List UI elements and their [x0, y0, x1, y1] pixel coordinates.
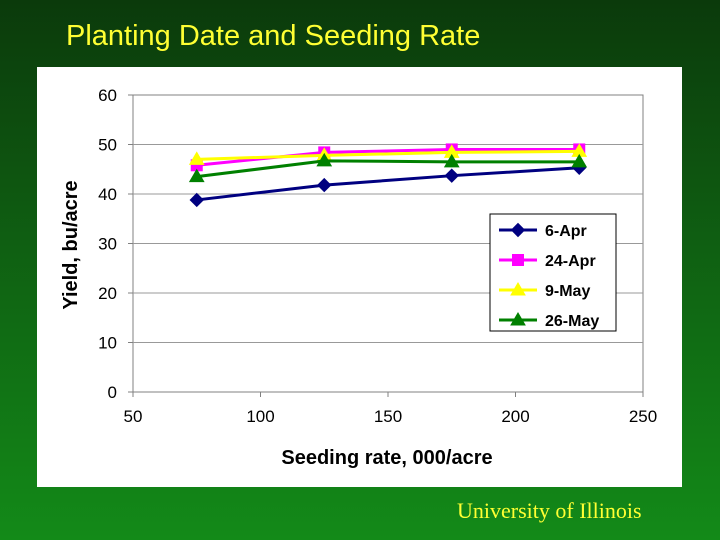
x-tick-label: 50	[124, 407, 143, 426]
y-tick-label: 30	[98, 235, 117, 254]
data-point-6-apr	[317, 177, 332, 193]
data-point-6-apr	[189, 192, 204, 208]
series-26-may	[188, 152, 588, 183]
y-tick-label: 40	[98, 185, 117, 204]
x-tick-label: 150	[374, 407, 402, 426]
series-line-26-may	[196, 159, 580, 179]
y-axis-title: Yield, bu/acre	[60, 180, 82, 309]
data-point-26-may	[571, 153, 588, 168]
series-line-9-may	[196, 149, 580, 161]
series-9-may	[188, 143, 588, 165]
legend-marker	[512, 254, 524, 266]
y-tick-label: 50	[98, 136, 117, 155]
legend-item-6-apr: 6-Apr	[499, 222, 587, 240]
x-axis-title: Seeding rate, 000/acre	[281, 447, 492, 469]
x-tick-label: 200	[501, 407, 529, 426]
legend-item-24-apr: 24-Apr	[499, 253, 596, 270]
chart-panel: 0 10 20 30 40 50 60 50 100 150 200 250 Seeding rate…	[37, 67, 682, 487]
series-6-apr	[189, 160, 587, 208]
legend-label: 26-May	[545, 313, 599, 330]
legend-item-26-may: 26-May	[499, 312, 599, 330]
legend-marker	[510, 282, 526, 296]
slide-title: Planting Date and Seeding Rate	[66, 20, 481, 52]
series-line-6-apr	[196, 166, 580, 202]
x-tick-label: 250	[629, 407, 657, 426]
y-tick-label: 20	[98, 284, 117, 303]
legend-label: 6-Apr	[545, 223, 587, 240]
legend-marker	[510, 312, 526, 326]
legend-marker	[510, 222, 526, 238]
x-tick-label: 100	[246, 407, 274, 426]
legend-label: 24-Apr	[545, 253, 596, 270]
footer-credit: University of Illinois	[457, 498, 642, 523]
legend-item-9-may: 9-May	[499, 282, 590, 300]
legend-label: 9-May	[545, 283, 590, 300]
line-chart: 0 10 20 30 40 50 60 50 100 150 200 250 Seeding rate…	[60, 86, 657, 469]
legend-box	[489, 213, 617, 332]
data-point-26-may	[188, 168, 205, 183]
y-tick-label: 10	[98, 334, 117, 353]
y-tick-label: 0	[108, 383, 117, 402]
y-tick-label: 60	[98, 86, 117, 105]
data-point-9-may	[188, 151, 205, 165]
data-point-26-may	[316, 152, 333, 167]
legend: 6-Apr 24-Apr 9-May 26-May	[489, 213, 617, 332]
data-point-26-may	[443, 153, 460, 168]
data-point-6-apr	[444, 168, 459, 183]
